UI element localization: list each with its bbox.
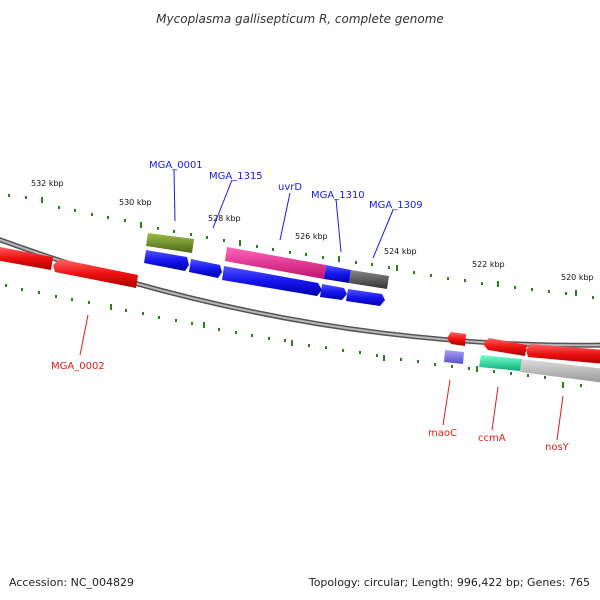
gene-blue-5[interactable] (346, 289, 385, 306)
gene-MGA_1310[interactable] (324, 265, 351, 283)
gene-label-MGA_1310[interactable]: MGA_1310 (311, 190, 365, 201)
genome-summary-text: Topology: circular; Length: 996,422 bp; … (308, 576, 590, 589)
gene-maoC[interactable] (447, 332, 466, 346)
gene-MGA_1309[interactable] (349, 270, 389, 289)
forward-strand-features (146, 233, 389, 289)
gene-label-maoC[interactable]: maoC (428, 428, 457, 439)
gene-MGA_0002[interactable] (53, 259, 138, 288)
inner-scale-ticks (5, 284, 582, 388)
gene-label-MGA_1315[interactable]: MGA_1315 (209, 171, 263, 182)
gene-red-right-1[interactable] (483, 338, 527, 356)
outer-scale-ticks (8, 194, 594, 299)
gene-ccmA[interactable] (479, 355, 522, 371)
gene-label-MGA_1309[interactable]: MGA_1309 (369, 200, 423, 211)
label-leader-lines (79, 169, 564, 441)
gene-MGA_0001[interactable] (146, 233, 194, 253)
gene-blue-1[interactable] (144, 250, 189, 271)
gene-blue-4[interactable] (320, 284, 347, 300)
gene-red-right-2[interactable] (526, 344, 600, 364)
scale-label-528: 528 kbp (208, 214, 241, 223)
gene-label-nosY[interactable]: nosY (545, 442, 570, 453)
gene-uvrD[interactable] (225, 247, 326, 279)
gene-lavender[interactable] (444, 350, 464, 364)
scale-label-522: 522 kbp (472, 260, 505, 269)
reverse-strand-features (0, 246, 600, 383)
gene-label-ccmA[interactable]: ccmA (478, 433, 506, 444)
scale-label-520: 520 kbp (561, 273, 594, 282)
gene-labels-top: MGA_0001 MGA_1315 uvrD MGA_1310 MGA_1309 (149, 160, 423, 211)
gene-label-uvrD[interactable]: uvrD (278, 182, 302, 193)
gene-red-left[interactable] (0, 246, 53, 270)
gene-blue-2[interactable] (189, 259, 222, 278)
scale-label-526: 526 kbp (295, 232, 328, 241)
gene-labels-bottom: MGA_0002 maoC ccmA nosY (51, 361, 570, 453)
gene-label-MGA_0001[interactable]: MGA_0001 (149, 160, 203, 171)
scale-label-530: 530 kbp (119, 198, 152, 207)
scale-label-532: 532 kbp (31, 179, 64, 188)
gene-label-MGA_0002[interactable]: MGA_0002 (51, 361, 105, 372)
scale-label-524: 524 kbp (384, 247, 417, 256)
scale-labels: 532 kbp 530 kbp 528 kbp 526 kbp 524 kbp … (31, 179, 594, 282)
gene-nosY[interactable] (520, 359, 600, 383)
map-title: Mycoplasma gallisepticum R, complete gen… (156, 12, 444, 26)
gene-blue-3[interactable] (222, 266, 322, 296)
accession-text: Accession: NC_004829 (9, 576, 134, 589)
